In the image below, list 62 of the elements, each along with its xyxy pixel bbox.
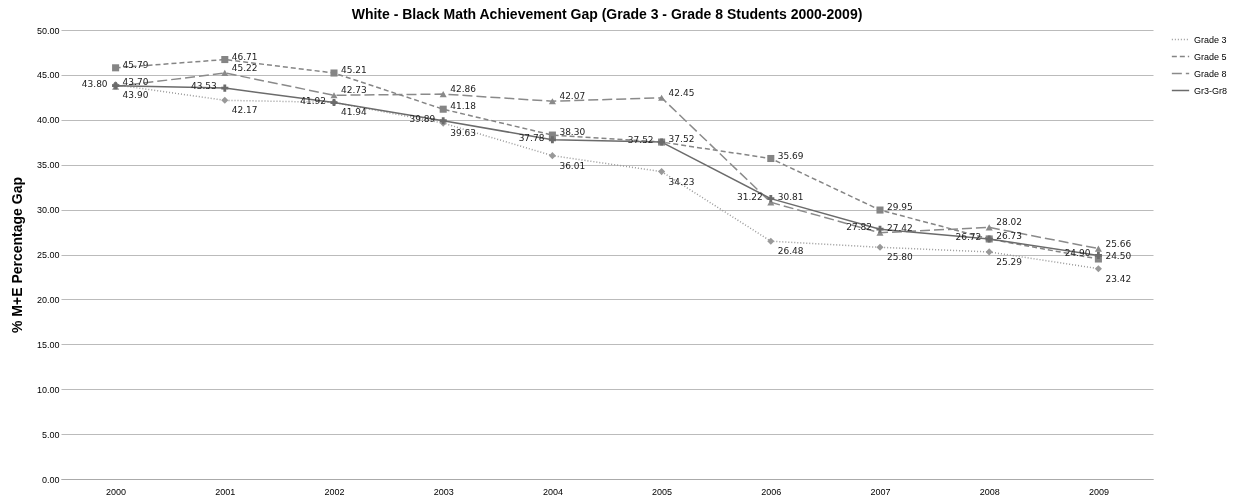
- y-tick-label: 10.00: [36, 384, 60, 395]
- y-tick-label: 5.00: [41, 429, 60, 440]
- data-label: 45.79: [122, 59, 149, 70]
- data-label: 25.80: [887, 252, 914, 263]
- x-tick-label: 2001: [215, 486, 236, 497]
- data-label: 25.66: [1105, 238, 1132, 249]
- data-label: 39.89: [409, 113, 436, 124]
- data-label: 42.17: [231, 105, 258, 116]
- x-tick-label: 2006: [761, 486, 782, 497]
- legend-label: Grade 8: [1194, 68, 1227, 79]
- data-label: 29.95: [887, 202, 913, 213]
- data-label: 26.73: [996, 230, 1022, 241]
- data-label: 23.42: [1105, 273, 1132, 284]
- data-label: 46.71: [231, 51, 258, 62]
- x-tick-label: 2002: [324, 486, 345, 497]
- data-label: 42.73: [341, 85, 367, 96]
- data-label: 37.52: [668, 134, 695, 145]
- legend-label: Grade 5: [1194, 51, 1227, 62]
- legend-label: Grade 3: [1194, 34, 1227, 45]
- legend-label: Gr3-Gr8: [1194, 85, 1228, 96]
- data-label: 43.90: [122, 89, 149, 100]
- data-label: 39.63: [450, 128, 476, 139]
- y-tick-label: 25.00: [36, 250, 60, 260]
- data-label: 42.45: [668, 87, 695, 98]
- data-label: 41.94: [341, 107, 368, 118]
- data-label: 43.70: [122, 76, 149, 87]
- data-label: 41.18: [450, 101, 477, 112]
- x-tick-label: 2000: [106, 486, 127, 497]
- chart-title: White - Black Math Achievement Gap (Grade 3 - Grade 8 Students 2000-2009): [351, 6, 863, 22]
- y-tick-label: 15.00: [36, 339, 60, 350]
- data-label: 36.01: [559, 160, 586, 171]
- x-tick-label: 2005: [652, 486, 673, 497]
- data-label: 24.50: [1105, 250, 1132, 261]
- y-axis-title: % M+E Percentage Gap: [8, 176, 25, 334]
- data-label: 31.22: [737, 191, 763, 202]
- y-tick-label: 0.00: [41, 474, 60, 485]
- data-label: 27.82: [846, 222, 872, 233]
- y-tick-label: 40.00: [36, 115, 60, 126]
- data-label: 35.69: [777, 150, 804, 161]
- data-label: 25.29: [996, 256, 1023, 267]
- data-label: 43.80: [81, 78, 108, 89]
- data-label: 38.30: [559, 127, 586, 138]
- data-label: 34.23: [668, 176, 695, 187]
- y-tick-label: 30.00: [36, 205, 60, 216]
- y-tick-label: 35.00: [36, 160, 60, 171]
- y-tick-label: 45.00: [36, 70, 60, 81]
- data-label: 24.90: [1064, 248, 1091, 259]
- x-tick-label: 2007: [870, 486, 891, 497]
- x-tick-label: 2008: [979, 486, 1000, 497]
- data-label: 42.86: [450, 84, 477, 95]
- data-label: 42.07: [559, 91, 586, 102]
- x-tick-label: 2003: [433, 486, 454, 497]
- x-tick-label: 2004: [542, 486, 563, 497]
- data-label: 26.48: [777, 246, 804, 257]
- data-label: 45.21: [341, 65, 367, 76]
- y-tick-label: 20.00: [36, 294, 60, 305]
- y-tick-label: 50.00: [36, 25, 60, 36]
- data-label: 30.81: [777, 192, 804, 203]
- data-label: 45.22: [231, 62, 258, 73]
- data-label: 28.02: [996, 217, 1022, 228]
- data-label: 27.42: [887, 222, 913, 233]
- x-tick-label: 2009: [1088, 486, 1109, 497]
